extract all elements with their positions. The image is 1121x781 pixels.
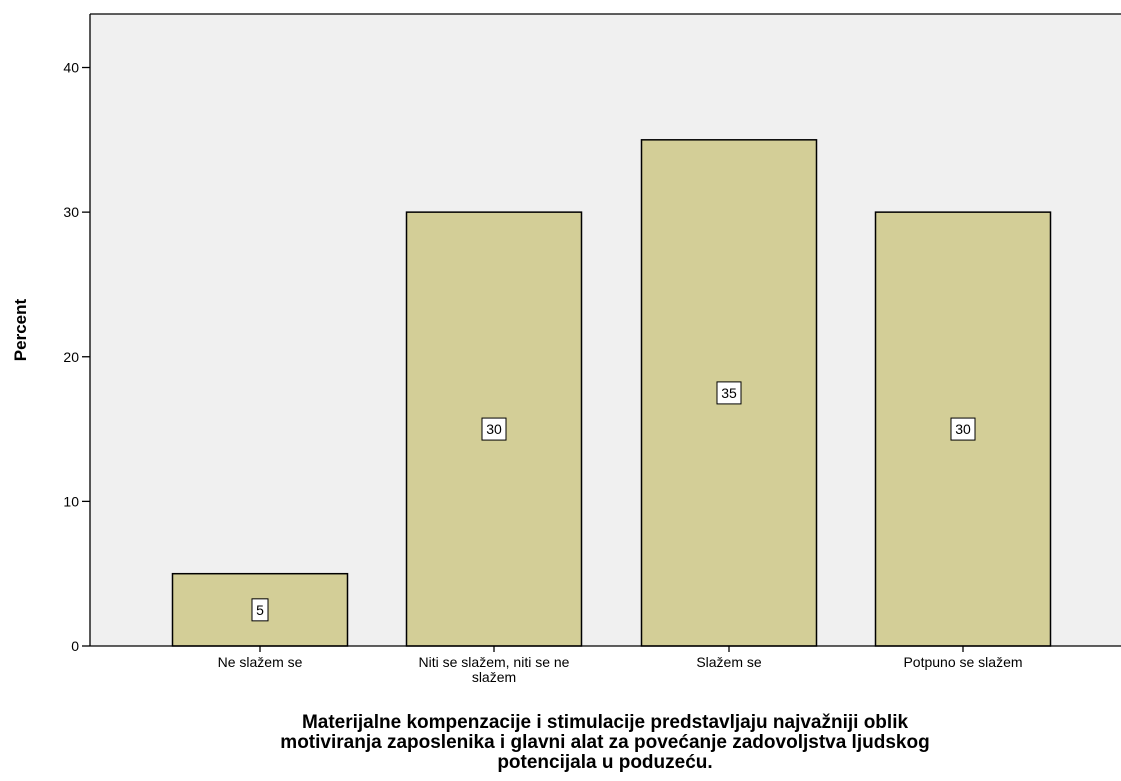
y-tick-label: 20 <box>63 349 79 365</box>
x-tick-label: Slažem se <box>696 654 762 670</box>
x-tick-label: Niti se slažem, niti se ne <box>419 654 570 670</box>
x-tick-label: slažem <box>472 669 516 685</box>
data-label: 30 <box>486 421 502 437</box>
data-label: 5 <box>256 602 264 618</box>
x-axis-title: Materijalne kompenzacije i stimulacije p… <box>280 712 929 773</box>
data-label-box <box>950 417 976 441</box>
y-ticks-layer: 0 10 20 30 40 <box>63 60 90 654</box>
y-tick-label: 0 <box>71 638 79 654</box>
data-label: 35 <box>721 385 737 401</box>
y-tick-label: 40 <box>63 60 79 76</box>
x-tick-label: Potpuno se slažem <box>903 654 1022 670</box>
x-axis-title-line: potencijala u poduzeću. <box>497 752 712 773</box>
data-labels-layer: 5 30 35 30 <box>251 381 976 622</box>
data-label-box <box>251 598 269 622</box>
y-tick-label: 30 <box>63 204 79 220</box>
y-tick-label: 10 <box>63 493 79 509</box>
x-axis-title-line: Materijalne kompenzacije i stimulacije p… <box>302 712 909 733</box>
x-ticks-layer: Ne slažem se Niti se slažem, niti se nesl… <box>218 646 1023 685</box>
data-label: 30 <box>955 421 971 437</box>
y-axis-label: Percent <box>11 298 30 361</box>
data-label-box <box>481 417 507 441</box>
x-axis-title-line: motiviranja zaposlenika i glavni alat za… <box>280 732 929 753</box>
data-label-box <box>716 381 742 405</box>
x-tick-label: Ne slažem se <box>218 654 303 670</box>
